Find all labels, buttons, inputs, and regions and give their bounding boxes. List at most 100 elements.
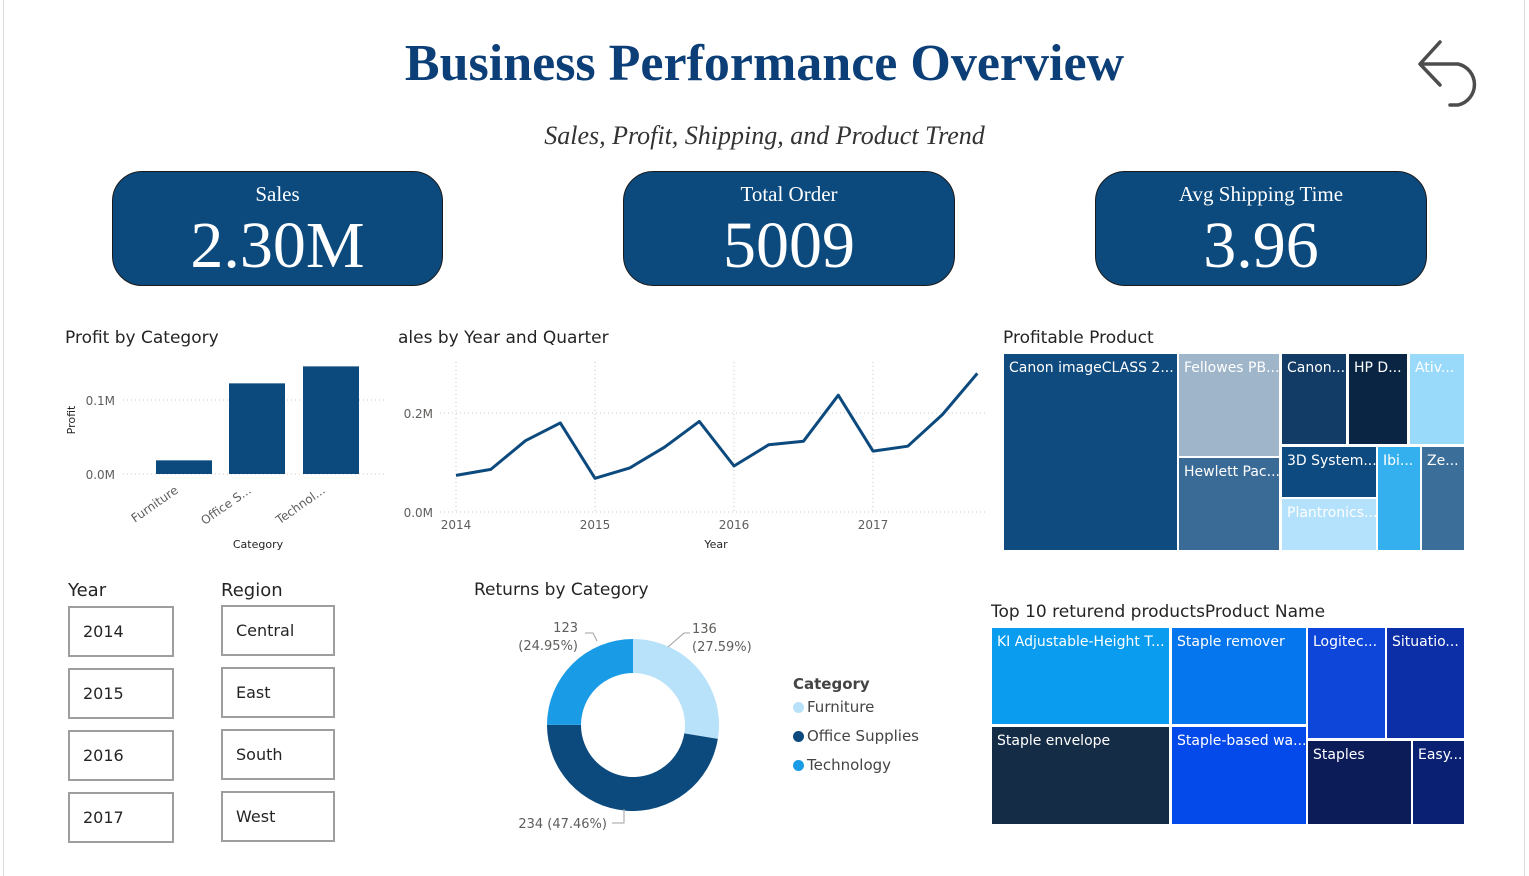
- legend-item-office-supplies[interactable]: Office Supplies: [793, 727, 919, 745]
- slice-label: (27.59%): [692, 640, 752, 655]
- tile-label: Canon imageCLASS 2...: [1009, 360, 1174, 376]
- top-returned-title: Top 10 returend productsProduct Name: [991, 602, 1326, 622]
- treemap-tile[interactable]: Ativ...: [1410, 354, 1464, 444]
- tile-label: Fellowes PB...: [1184, 360, 1279, 376]
- x-tick-label: Office S...: [198, 483, 253, 528]
- kpi-card-avg-shipping: Avg Shipping Time 3.96: [1095, 171, 1427, 286]
- kpi-shipping-label: Avg Shipping Time: [1178, 182, 1344, 206]
- slice-label: 136: [692, 622, 717, 637]
- treemap-tile[interactable]: Staple remover: [1172, 628, 1306, 724]
- y-tick-label: 0.1M: [86, 394, 115, 408]
- legend-dot: [793, 760, 804, 771]
- year-slicer-title: Year: [68, 580, 107, 601]
- tile-label: Ze...: [1427, 453, 1459, 469]
- treemap-tile[interactable]: Ze...: [1422, 447, 1464, 550]
- tile-label: KI Adjustable-Height T...: [997, 634, 1165, 650]
- returns-by-category-donut[interactable]: 136 (27.59%) 123 (24.95%) 234 (47.46%): [500, 612, 770, 842]
- sales-by-year-quarter-chart[interactable]: 0.2M 0.0M 2014 2015 2016 2017 Year: [395, 352, 995, 562]
- year-slicer-item[interactable]: 2015: [68, 668, 174, 719]
- kpi-sales-value: 2.30M: [190, 209, 365, 282]
- bar-technology[interactable]: [303, 366, 359, 474]
- right-border: [1524, 0, 1525, 876]
- x-tick-label: 2014: [441, 518, 472, 532]
- legend-label: Technology: [807, 756, 892, 774]
- treemap-tile[interactable]: Canon...: [1282, 354, 1346, 444]
- legend-item-technology[interactable]: Technology: [793, 756, 891, 774]
- legend-label: Furniture: [807, 698, 875, 716]
- x-tick-label: 2015: [580, 518, 611, 532]
- treemap-tile[interactable]: Situatio...: [1387, 628, 1464, 738]
- region-slicer-item[interactable]: East: [221, 667, 335, 718]
- legend-item-furniture[interactable]: Furniture: [793, 698, 874, 716]
- back-button[interactable]: [1414, 34, 1486, 110]
- tile-label: Ativ...: [1415, 360, 1455, 376]
- x-axis-title: Year: [703, 538, 728, 551]
- legend-dot: [793, 702, 804, 713]
- tile-label: Plantronics...: [1287, 505, 1376, 521]
- region-slicer-title: Region: [221, 580, 283, 601]
- donut-slice-office-supplies[interactable]: [547, 724, 718, 811]
- profit-chart-title: Profit by Category: [65, 328, 219, 348]
- x-tick-label: 2016: [719, 518, 750, 532]
- treemap-tile[interactable]: Staples: [1308, 741, 1411, 824]
- tile-label: Staple envelope: [997, 733, 1111, 749]
- profitable-product-title: Profitable Product: [1003, 328, 1154, 348]
- donut-slice-technology[interactable]: [547, 639, 633, 725]
- year-slicer-item[interactable]: 2017: [68, 792, 174, 843]
- bar-furniture[interactable]: [156, 460, 212, 474]
- returns-chart-title: Returns by Category: [474, 580, 649, 600]
- x-tick-label: 2017: [858, 518, 889, 532]
- kpi-shipping-value: 3.96: [1203, 209, 1319, 282]
- tile-label: Staple-based wa...: [1177, 733, 1306, 749]
- treemap-tile[interactable]: Fellowes PB...: [1179, 354, 1279, 456]
- tile-label: HP D...: [1354, 360, 1402, 376]
- treemap-tile[interactable]: KI Adjustable-Height T...: [992, 628, 1169, 724]
- bar-office-supplies[interactable]: [229, 383, 285, 474]
- tile-label: 3D System...: [1287, 453, 1376, 469]
- tile-label: Easy...: [1418, 747, 1463, 763]
- tile-label: Staples: [1313, 747, 1365, 763]
- donut-legend-title: Category: [793, 675, 870, 693]
- treemap-tile[interactable]: HP D...: [1349, 354, 1407, 444]
- y-tick-label: 0.0M: [404, 506, 433, 520]
- year-slicer-item[interactable]: 2014: [68, 606, 174, 657]
- region-slicer-item[interactable]: South: [221, 729, 335, 780]
- back-arrow-icon: [1418, 40, 1477, 107]
- region-slicer-item[interactable]: Central: [221, 605, 335, 656]
- region-slicer-item[interactable]: West: [221, 791, 335, 842]
- slice-label: 123: [553, 621, 578, 636]
- treemap-tile[interactable]: 3D System...: [1282, 447, 1376, 497]
- legend-dot: [793, 731, 804, 742]
- treemap-tile[interactable]: Staple-based wa...: [1172, 727, 1306, 824]
- year-slicer-item[interactable]: 2016: [68, 730, 174, 781]
- x-axis-title: Category: [233, 538, 284, 551]
- x-tick-label: Furniture: [129, 483, 181, 525]
- tile-label: Canon...: [1287, 360, 1346, 376]
- slice-label: (24.95%): [518, 639, 578, 654]
- page-subtitle: Sales, Profit, Shipping, and Product Tre…: [544, 121, 985, 150]
- tile-label: Hewlett Pac...: [1184, 464, 1279, 480]
- treemap-tile[interactable]: Hewlett Pac...: [1179, 458, 1279, 550]
- leader-line: [585, 632, 598, 642]
- treemap-tile[interactable]: Logitec...: [1308, 628, 1385, 738]
- legend-label: Office Supplies: [807, 727, 920, 745]
- treemap-tile[interactable]: Staple envelope: [992, 727, 1169, 824]
- kpi-card-total-order: Total Order 5009: [623, 171, 955, 286]
- kpi-card-sales: Sales 2.30M: [112, 171, 443, 286]
- profit-by-category-chart[interactable]: 0.1M 0.0M Profit Furniture Office S... T…: [55, 352, 395, 562]
- sales-series-line[interactable]: [455, 372, 979, 480]
- treemap-tile[interactable]: Easy...: [1413, 741, 1464, 824]
- donut-slice-furniture[interactable]: [633, 639, 719, 739]
- kpi-orders-label: Total Order: [740, 182, 838, 206]
- treemap-tile[interactable]: Plantronics...: [1282, 499, 1376, 550]
- tile-label: Staple remover: [1177, 634, 1285, 650]
- slice-label: 234 (47.46%): [518, 817, 607, 832]
- tile-label: Ibi...: [1383, 453, 1414, 469]
- y-tick-label: 0.0M: [86, 468, 115, 482]
- page-title: Business Performance Overview: [404, 35, 1125, 92]
- tile-label: Logitec...: [1313, 634, 1378, 650]
- treemap-tile[interactable]: Canon imageCLASS 2...: [1004, 354, 1177, 550]
- y-axis-title: Profit: [65, 405, 78, 434]
- treemap-tile[interactable]: Ibi...: [1378, 447, 1420, 550]
- y-tick-label: 0.2M: [404, 407, 433, 421]
